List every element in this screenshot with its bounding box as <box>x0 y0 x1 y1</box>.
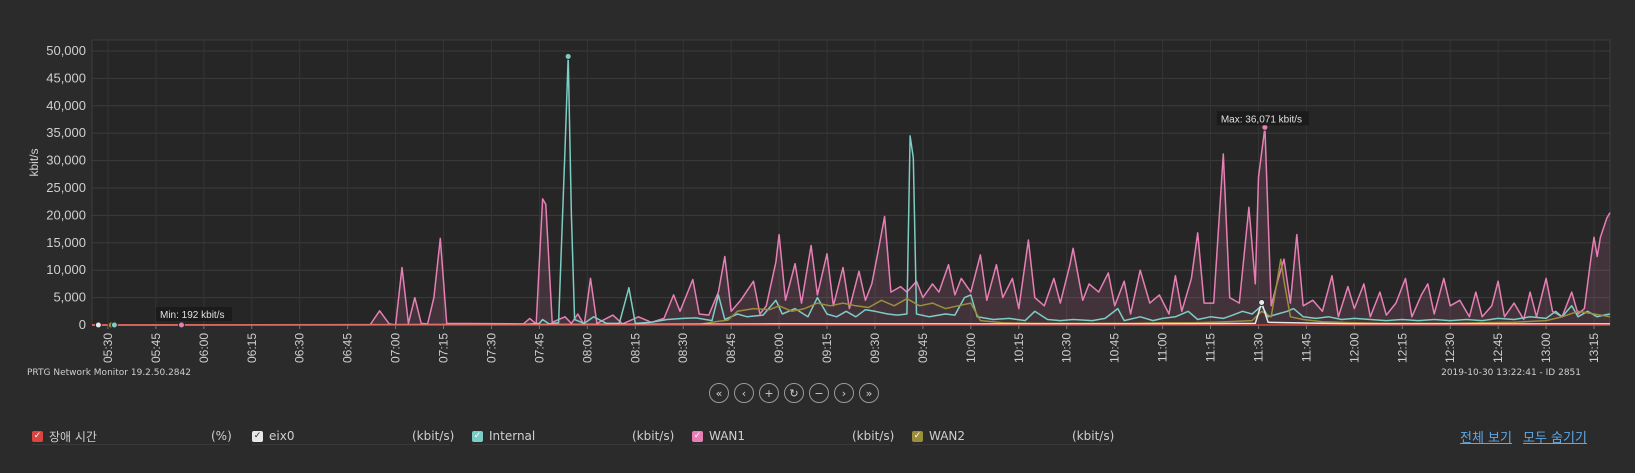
y-tick-label: 25,000 <box>46 180 86 195</box>
show-all-link[interactable]: 전체 보기 <box>1460 431 1512 446</box>
x-tick-label: 12:15 <box>1395 333 1409 363</box>
x-tick-label: 10:00 <box>964 333 978 363</box>
x-tick-label: 13:15 <box>1587 333 1601 363</box>
y-tick-label: 50,000 <box>46 43 86 58</box>
next-button[interactable]: › <box>834 383 854 403</box>
chart-navigation: « ‹ + ↻ − › » <box>709 383 879 403</box>
legend-divider <box>472 444 670 445</box>
x-tick-label: 08:15 <box>628 333 642 363</box>
zoom-out-button[interactable]: − <box>809 383 829 403</box>
y-tick-label: 20,000 <box>46 207 86 222</box>
legend-label: eix0 <box>269 429 295 443</box>
product-version: PRTG Network Monitor 19.2.50.2842 <box>27 368 191 378</box>
x-tick-label: 09:45 <box>916 333 930 363</box>
x-tick-label: 11:45 <box>1299 333 1313 362</box>
x-tick-label: 08:00 <box>580 333 594 363</box>
legend-label: Internal <box>489 429 536 443</box>
plot-area <box>91 39 1611 326</box>
x-tick-label: 05:30 <box>101 333 115 363</box>
y-tick-label: 40,000 <box>46 98 86 113</box>
y-tick-label: 5,000 <box>53 290 86 305</box>
hide-all-link[interactable]: 모두 숨기기 <box>1523 431 1587 446</box>
y-tick-label: 30,000 <box>46 153 86 168</box>
x-tick-label: 11:00 <box>1156 333 1170 362</box>
series-line-Internal <box>91 55 1611 326</box>
y-tick-label: 10,000 <box>46 262 86 277</box>
x-tick-label: 07:00 <box>389 333 403 363</box>
x-tick-label: 07:15 <box>437 333 451 363</box>
x-tick-label: 09:00 <box>772 333 786 363</box>
min-tooltip-label: Min: 192 kbit/s <box>160 310 224 321</box>
traffic-chart: 50,000 45,000 40,000 35,000 30,000 25,000 20,0… <box>27 39 1611 363</box>
y-tick-label: 0 <box>79 317 86 332</box>
checkbox-checked-icon[interactable]: ✓ <box>692 430 703 442</box>
max-tooltip-box <box>1216 111 1309 126</box>
x-tick-label: 11:30 <box>1251 333 1265 362</box>
max-tooltip-label: Max: 36,071 kbit/s <box>1221 114 1302 125</box>
legend-label: 장애 시간 <box>49 429 97 444</box>
x-tick-label: 07:45 <box>532 333 546 363</box>
series-line-WAN1 <box>92 126 1611 326</box>
checkbox-checked-icon[interactable]: ✓ <box>32 430 43 442</box>
x-tick-label: 11:15 <box>1204 333 1218 362</box>
legend-divider <box>692 444 890 445</box>
x-tick-label: 06:00 <box>197 333 211 363</box>
x-tick-label: 10:45 <box>1108 333 1122 363</box>
x-tick-label: 10:15 <box>1012 333 1026 363</box>
legend-divider <box>912 444 1110 445</box>
refresh-button[interactable]: ↻ <box>784 383 804 403</box>
legend-label: WAN2 <box>929 429 966 443</box>
legend-item-wan2[interactable]: ✓ WAN2 (kbit/s) <box>912 427 1114 445</box>
peak-marker <box>564 52 572 60</box>
x-tick-label: 09:15 <box>820 333 834 363</box>
checkbox-checked-icon[interactable]: ✓ <box>472 430 483 442</box>
x-tick-label: 08:45 <box>724 333 738 363</box>
legend-unit: (kbit/s) <box>412 429 455 443</box>
min-marker <box>110 321 118 329</box>
min-marker <box>177 321 185 329</box>
legend-divider <box>252 444 450 445</box>
x-tick-label: 06:30 <box>293 333 307 363</box>
checkbox-checked-icon[interactable]: ✓ <box>912 430 923 442</box>
checkbox-checked-icon[interactable]: ✓ <box>252 430 263 442</box>
x-tick-label: 09:30 <box>868 333 882 363</box>
peak-marker <box>1258 299 1266 307</box>
first-page-button[interactable]: « <box>709 383 729 403</box>
y-axis-label: kbit/s <box>27 148 41 176</box>
legend-item-downtime[interactable]: ✓ 장애 시간 (%) <box>32 427 232 445</box>
legend-item-eix0[interactable]: ✓ eix0 (kbit/s) <box>252 427 454 445</box>
zoom-in-button[interactable]: + <box>759 383 779 403</box>
y-tick-label: 15,000 <box>46 235 86 250</box>
last-page-button[interactable]: » <box>859 383 879 403</box>
legend-unit: (kbit/s) <box>632 429 675 443</box>
x-tick-label: 12:30 <box>1443 333 1457 363</box>
legend-item-wan1[interactable]: ✓ WAN1 (kbit/s) <box>692 427 894 445</box>
x-tick-label: 07:30 <box>484 333 498 363</box>
x-tick-label: 06:15 <box>245 333 259 363</box>
legend-label: WAN1 <box>709 429 746 443</box>
series-area-WAN1 <box>92 127 1610 325</box>
y-tick-label: 45,000 <box>46 70 86 85</box>
series-line-eix0 <box>91 301 1610 326</box>
x-tick-label: 12:00 <box>1347 333 1361 363</box>
min-tooltip-box <box>156 307 232 321</box>
legend-item-internal[interactable]: ✓ Internal (kbit/s) <box>472 427 674 445</box>
min-marker <box>94 321 102 329</box>
legend-unit: (%) <box>211 429 232 443</box>
x-tick-label: 13:00 <box>1539 333 1553 363</box>
generated-timestamp: 2019-10-30 13:22:41 - ID 2851 <box>1441 368 1581 378</box>
x-tick-label: 12:45 <box>1491 333 1505 363</box>
legend-unit: (kbit/s) <box>852 429 895 443</box>
x-tick-label: 10:30 <box>1060 333 1074 363</box>
x-tick-label: 06:45 <box>341 333 355 363</box>
x-tick-label: 08:30 <box>676 333 690 363</box>
legend-divider <box>32 444 230 445</box>
legend-unit: (kbit/s) <box>1072 429 1115 443</box>
y-tick-label: 35,000 <box>46 125 86 140</box>
prev-button[interactable]: ‹ <box>734 383 754 403</box>
x-tick-label: 05:45 <box>149 333 163 363</box>
